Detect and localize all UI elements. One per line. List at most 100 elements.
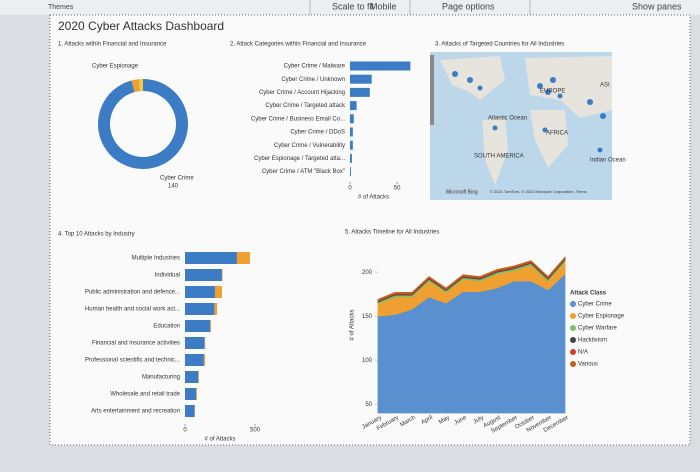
bar bbox=[236, 252, 250, 264]
x-tick-label: 0 bbox=[348, 186, 352, 192]
slice-label: Cyber Crime bbox=[160, 176, 194, 182]
bar bbox=[185, 337, 205, 349]
y-tick-label: Financial and insurance activities bbox=[92, 341, 180, 347]
y-tick-label: Cyber Crime / Targeted attack bbox=[265, 103, 346, 109]
bar bbox=[185, 371, 199, 383]
map-title: 3. Attacks of Targeted Countries for All… bbox=[435, 42, 564, 48]
bar bbox=[350, 87, 370, 97]
toolbar-item[interactable]: Page options bbox=[442, 1, 495, 11]
bar bbox=[350, 114, 354, 124]
y-tick-label: Cyber Crime / Vulnerability bbox=[274, 143, 345, 149]
y-tick-label: Cyber Crime / Account Hijacking bbox=[259, 90, 345, 96]
y-tick-label: Cyber Espionage / Targeted atta... bbox=[254, 156, 345, 162]
bar bbox=[203, 354, 206, 366]
x-tick-label: 0 bbox=[183, 428, 187, 434]
bar bbox=[185, 303, 215, 315]
map-copyright: © 2021 TomTom, © 2021 Microsoft Corporat… bbox=[490, 189, 587, 194]
legend-swatch bbox=[570, 337, 576, 343]
bar bbox=[214, 303, 218, 315]
map-label: SOUTH AMERICA bbox=[474, 154, 524, 160]
y-tick-label: Human health and social work act... bbox=[85, 307, 180, 313]
y-tick-label: Manufacturing bbox=[142, 375, 180, 381]
x-tick-label: April bbox=[420, 415, 433, 426]
y-tick-label: Individual bbox=[155, 273, 180, 279]
y-tick-label: Cyber Crime / ATM "Black Box" bbox=[262, 169, 345, 175]
legend-label: N/A bbox=[578, 350, 588, 356]
bar bbox=[350, 140, 353, 150]
y-tick-label: 150 bbox=[362, 314, 373, 320]
data-label: 140 bbox=[168, 184, 179, 190]
bar bbox=[185, 269, 222, 281]
bar bbox=[196, 388, 198, 400]
slice-label: Cyber Espionage bbox=[92, 64, 139, 70]
x-tick-label: 500 bbox=[250, 428, 261, 434]
toolbar-item[interactable]: Themes bbox=[48, 4, 74, 11]
legend-swatch bbox=[570, 361, 576, 367]
y-tick-label: Cyber Crime / Unknown bbox=[281, 77, 345, 83]
legend-label: Various bbox=[578, 362, 598, 368]
bar bbox=[185, 405, 195, 417]
legend-swatch bbox=[570, 301, 576, 307]
bar bbox=[210, 320, 212, 332]
legend-label: Hacktivism bbox=[578, 338, 607, 344]
bar bbox=[350, 153, 352, 163]
bar bbox=[221, 269, 223, 281]
bar bbox=[185, 320, 211, 332]
toolbar-item[interactable]: Scale to fit bbox=[332, 1, 375, 11]
map-label: Atlantic Ocean bbox=[488, 116, 527, 122]
y-tick-label: Public administration and defence... bbox=[85, 290, 180, 296]
y-tick-label: Cyber Crime / DDoS bbox=[290, 130, 345, 136]
legend-label: Cyber Warfare bbox=[578, 326, 617, 332]
bar bbox=[185, 354, 204, 366]
legend-title: Attack Class bbox=[570, 291, 607, 297]
toolbar-item[interactable]: Show panes bbox=[632, 1, 682, 11]
bar bbox=[350, 74, 372, 84]
y-tick-label: Wholesale and retail trade bbox=[110, 392, 180, 398]
map bbox=[430, 52, 612, 200]
chart-title: 2. Attack Categories within Financial an… bbox=[230, 42, 367, 48]
donut-slice bbox=[131, 79, 141, 93]
chart-title: 1. Attacks within Financial and Insuranc… bbox=[58, 42, 167, 48]
legend-label: Cyber Espionage bbox=[578, 314, 625, 320]
bar bbox=[350, 167, 351, 177]
y-axis-label: # of Attacks bbox=[350, 309, 356, 340]
y-tick-label: 200 bbox=[362, 270, 373, 276]
bar bbox=[350, 101, 357, 111]
bar bbox=[185, 388, 197, 400]
area bbox=[377, 256, 566, 301]
x-tick-label: 50 bbox=[394, 186, 401, 192]
map-label: AFRICA bbox=[546, 131, 568, 137]
legend-swatch bbox=[570, 349, 576, 355]
chart-title: 5. Attacks Timeline for All Industries bbox=[345, 230, 439, 236]
y-tick-label: Multiple Industries bbox=[132, 256, 180, 262]
y-tick-label: Cyber Crime / Business Email Co... bbox=[251, 116, 345, 122]
y-tick-label: 50 bbox=[365, 402, 372, 408]
y-tick-label: 100 bbox=[362, 358, 373, 364]
map-credit: Microsoft Bing bbox=[446, 189, 478, 195]
legend-swatch bbox=[570, 313, 576, 319]
map-label: EUROPE bbox=[540, 89, 565, 95]
donut-slice bbox=[139, 79, 143, 92]
y-tick-label: Education bbox=[153, 324, 180, 330]
map-label: ASI bbox=[600, 83, 610, 89]
toolbar bbox=[0, 0, 700, 15]
bar bbox=[350, 127, 353, 137]
x-tick-label: July bbox=[473, 415, 485, 426]
x-axis-label: # of Attacks bbox=[358, 195, 389, 201]
bar bbox=[204, 337, 206, 349]
y-tick-label: Professional scientific and technic... bbox=[85, 358, 180, 364]
x-tick-label: May bbox=[438, 415, 451, 426]
map-label: Indian Ocean bbox=[590, 158, 626, 164]
legend-swatch bbox=[570, 325, 576, 331]
x-axis-label: # of Attacks bbox=[204, 437, 235, 443]
y-tick-label: Arts entertainment and recreation bbox=[91, 409, 180, 415]
bar bbox=[198, 371, 199, 383]
dashboard-title: 2020 Cyber Attacks Dashboard bbox=[58, 19, 224, 33]
toolbar-item[interactable]: Mobile bbox=[370, 1, 397, 11]
chart-title: 4. Top 10 Attacks by Industry bbox=[58, 232, 135, 238]
bar bbox=[185, 286, 215, 298]
bar bbox=[214, 286, 222, 298]
bar bbox=[185, 252, 237, 264]
